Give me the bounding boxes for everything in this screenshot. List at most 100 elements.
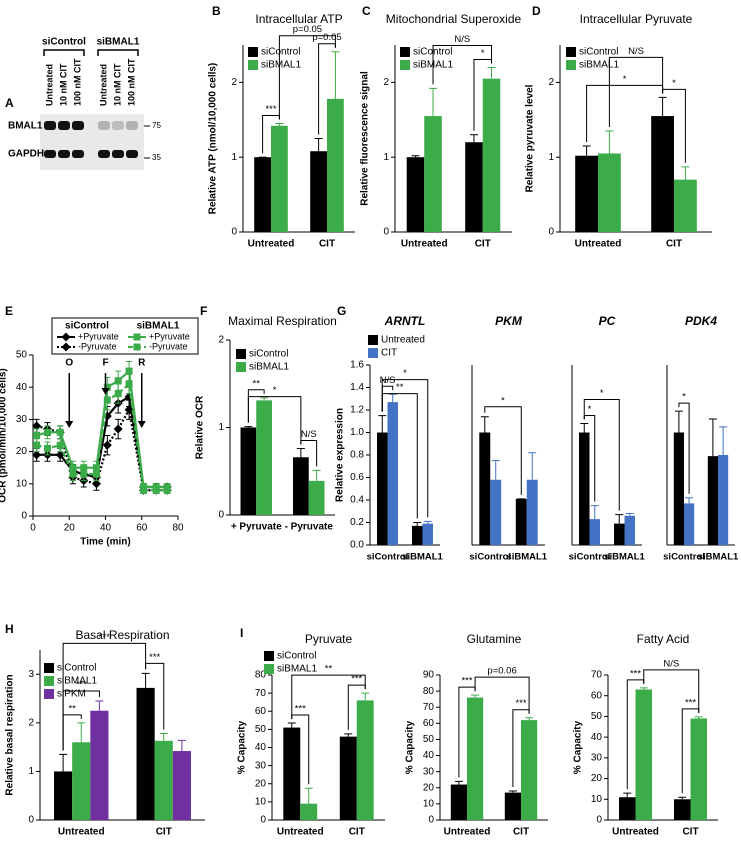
- error-bar: [177, 739, 186, 752]
- error-bar: [141, 672, 150, 688]
- error-bar: [411, 155, 420, 158]
- point: [114, 390, 122, 398]
- y-tick-label: 0: [428, 815, 434, 826]
- injection-label: R: [138, 358, 146, 369]
- bar: [526, 479, 538, 545]
- legend-swatch: [368, 348, 378, 358]
- x-tick-label: CIT: [475, 239, 491, 250]
- legend-label: siControl: [261, 47, 300, 58]
- legend-swatch: [400, 60, 410, 70]
- legend-box: [51, 317, 199, 355]
- y-axis-label: Relative pyruvate level: [525, 84, 536, 192]
- x-tick-label: CIT: [666, 239, 682, 250]
- significance-bracket: [247, 396, 302, 445]
- legend-swatch: [566, 60, 576, 70]
- bar: [690, 718, 707, 820]
- point: [125, 380, 133, 388]
- significance-bracket: [145, 662, 165, 730]
- y-tick-label: 1.2: [350, 405, 364, 416]
- legend-label: CIT: [381, 348, 397, 359]
- significance-label: *: [600, 388, 604, 399]
- error-bar: [469, 134, 478, 143]
- bar: [651, 116, 674, 232]
- chart-title: Fatty Acid: [637, 632, 690, 646]
- error-bar: [719, 426, 728, 455]
- significance-label: *: [273, 385, 277, 396]
- x-tick-label: - Pyruvate: [285, 522, 334, 533]
- bar: [619, 797, 636, 820]
- significance-label: ***: [685, 697, 696, 708]
- bar: [54, 771, 73, 820]
- point: [125, 367, 133, 375]
- error-bar: [639, 687, 648, 690]
- y-tick-label: 2: [218, 335, 224, 346]
- point: [152, 486, 160, 494]
- blot-band: [58, 150, 70, 158]
- y-tick-label: 70: [591, 670, 603, 681]
- error-bar: [314, 138, 323, 152]
- legend-label: +Pyruvate: [78, 331, 119, 341]
- bar: [406, 157, 425, 232]
- legend-swatch: [44, 689, 54, 699]
- y-tick-label: 0.2: [350, 517, 364, 528]
- x-tick-label: CIT: [682, 827, 698, 838]
- error-bar: [378, 415, 387, 433]
- error-bar: [454, 780, 463, 785]
- arrow-head: [137, 421, 146, 428]
- significance-bracket: [678, 402, 690, 494]
- error-bar: [275, 123, 284, 126]
- blot-group: siBMAL1: [97, 37, 140, 48]
- y-tick-label: 20: [591, 773, 603, 784]
- legend-label: siControl: [579, 47, 618, 58]
- injection-label: F: [102, 358, 108, 369]
- point: [32, 421, 42, 431]
- significance-label: *: [682, 392, 686, 403]
- y-tick-label: 0: [548, 227, 554, 238]
- blot-band: [44, 150, 56, 158]
- significance-bracket: [484, 406, 522, 495]
- bar: [300, 803, 318, 820]
- significance-label: N/S: [663, 658, 679, 669]
- lane-label: 100 nM CIT: [126, 58, 136, 106]
- point: [56, 441, 64, 449]
- x-tick-label: Untreated: [277, 827, 324, 838]
- legend-swatch: [264, 651, 274, 661]
- arrow-head: [101, 388, 110, 395]
- error-bar: [708, 418, 717, 457]
- point: [92, 470, 100, 478]
- significance-label: *: [501, 395, 505, 406]
- chart-title: Pyruvate: [305, 632, 353, 646]
- error-bar: [528, 452, 537, 480]
- legend-label: -Pyruvate: [78, 341, 117, 351]
- error-bar: [471, 694, 480, 698]
- legend-swatch: [44, 676, 54, 686]
- x-tick-label: Untreated: [248, 239, 295, 250]
- significance-label: p=0.05: [293, 24, 322, 35]
- point: [56, 428, 64, 436]
- legend-label: siControl: [57, 663, 96, 674]
- point: [140, 486, 148, 494]
- point: [80, 470, 88, 478]
- x-tick-label: 0: [30, 523, 36, 534]
- error-bar: [615, 514, 624, 524]
- bar: [674, 179, 697, 232]
- marker-label: 75: [152, 121, 161, 130]
- blot-band: [72, 121, 84, 130]
- point: [103, 396, 111, 404]
- significance-label: N/S: [301, 429, 317, 440]
- point: [61, 332, 71, 342]
- point: [103, 383, 111, 391]
- bar: [624, 515, 635, 545]
- bar: [467, 697, 484, 820]
- y-tick-label: 2: [231, 77, 237, 88]
- y-tick-label: 10: [16, 478, 28, 489]
- point: [102, 440, 112, 450]
- significance-bracket: [318, 43, 336, 135]
- chart-title: Maximal Respiration: [228, 314, 337, 328]
- y-tick-label: 20: [423, 782, 435, 793]
- point: [163, 486, 171, 494]
- point: [69, 470, 77, 478]
- significance-label: ***: [351, 674, 362, 685]
- legend-label: Untreated: [381, 335, 425, 346]
